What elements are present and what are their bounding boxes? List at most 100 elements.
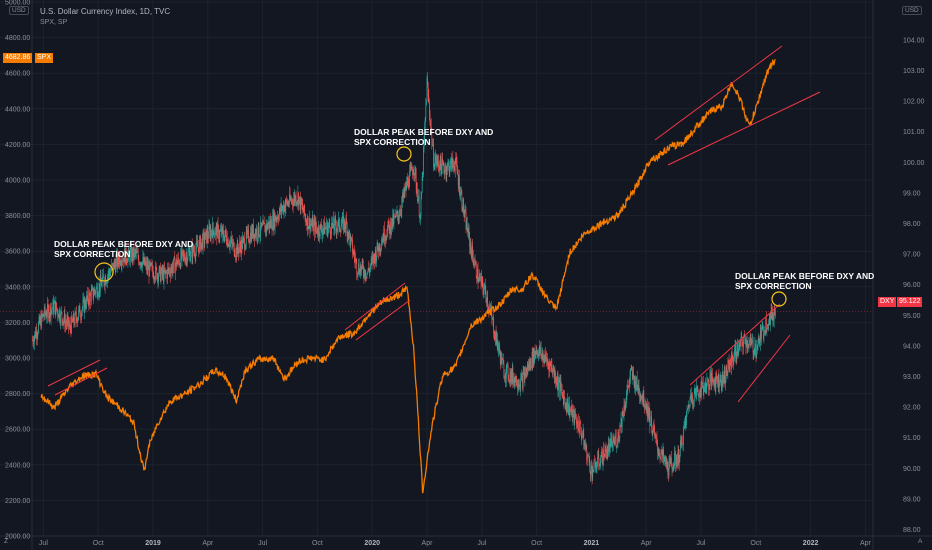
dxy-candle-body <box>650 424 651 426</box>
dxy-candle-body <box>42 314 43 317</box>
dxy-candle-body <box>320 224 322 231</box>
dxy-candle-body <box>265 225 267 231</box>
dxy-candle-body <box>430 125 432 129</box>
dxy-candle-body <box>220 229 222 231</box>
dxy-candle-body <box>588 454 590 463</box>
dxy-candle-body <box>662 448 663 456</box>
dxy-candle-body <box>294 195 296 202</box>
dxy-candle-body <box>144 257 146 266</box>
auto-scale-button[interactable]: A <box>918 538 923 545</box>
dxy-candle-body <box>150 263 152 266</box>
dxy-candle-body <box>123 258 125 263</box>
zoom-icon[interactable]: Z <box>4 538 8 545</box>
dxy-candle-body <box>128 247 130 253</box>
dxy-candle-body <box>683 424 685 429</box>
dxy-candle-body <box>321 230 323 236</box>
dxy-candle-body <box>481 276 483 281</box>
dxy-candle-body <box>57 310 59 316</box>
dxy-candle-body <box>734 346 736 350</box>
left-unit-button[interactable]: USD <box>9 6 29 15</box>
dxy-candle-body <box>346 218 347 224</box>
dxy-candle-body <box>437 157 439 162</box>
dxy-candle-body <box>591 469 593 479</box>
dxy-candle-body <box>95 288 97 294</box>
dxy-candle-body <box>557 376 559 390</box>
dxy-candle-body <box>717 373 719 386</box>
dxy-candle-body <box>344 219 346 227</box>
dxy-candle-body <box>260 221 261 235</box>
dxy-candle-body <box>566 398 568 411</box>
dxy-candle-body <box>353 251 355 257</box>
dxy-candle-body <box>115 259 117 273</box>
dxy-candle-body <box>199 236 201 241</box>
dxy-candle-body <box>498 347 499 351</box>
dxy-candle-body <box>236 247 237 257</box>
dxy-candle-body <box>158 275 159 282</box>
dxy-candle-body <box>574 411 576 423</box>
dxy-candle-body <box>383 228 385 242</box>
dxy-candle-body <box>552 370 553 375</box>
dxy-candle-body <box>215 226 217 229</box>
dxy-candle-body <box>75 312 77 319</box>
dxy-candle-body <box>735 357 737 360</box>
dxy-candle-body <box>77 319 78 324</box>
dxy-candle-body <box>565 404 567 411</box>
right-unit-button[interactable]: USD <box>902 6 922 15</box>
dxy-candle-body <box>753 352 755 354</box>
dxy-candle-body <box>179 264 180 266</box>
dxy-candle-body <box>69 323 71 326</box>
left-tick-label: 4600.00 <box>5 71 30 78</box>
dxy-candle-body <box>453 164 455 169</box>
dxy-candle-body <box>388 220 389 225</box>
dxy-candle-body <box>543 356 545 364</box>
dxy-candle-body <box>756 345 758 350</box>
dxy-candle-body <box>429 101 430 114</box>
dxy-candle-body <box>486 296 488 303</box>
dxy-candle-body <box>568 402 570 416</box>
dxy-candle-body <box>480 276 481 278</box>
dxy-candle-body <box>500 352 502 364</box>
dxy-candle-body <box>498 345 500 348</box>
dxy-candle-body <box>235 247 237 257</box>
dxy-candle-body <box>139 262 141 265</box>
dxy-candle-body <box>340 230 341 233</box>
dxy-candle-body <box>138 257 140 264</box>
dxy-candle-body <box>240 246 242 254</box>
dxy-candle-body <box>728 360 729 362</box>
dxy-candle-body <box>332 218 334 226</box>
dxy-candle-body <box>289 193 290 204</box>
dxy-candle-body <box>141 266 143 269</box>
dxy-candle-body <box>53 303 55 313</box>
dxy-candle-body <box>693 393 695 402</box>
dxy-candle-body <box>418 195 420 216</box>
dxy-candle-body <box>182 250 183 251</box>
dxy-candle-body <box>228 245 230 247</box>
dxy-candle-body <box>322 228 324 232</box>
dxy-candle-body <box>57 315 59 318</box>
dxy-candle-body <box>478 281 479 283</box>
dxy-candle-body <box>187 251 189 259</box>
dxy-candle-body <box>71 316 73 321</box>
dxy-candle-body <box>460 191 462 193</box>
dxy-candle-body <box>366 272 368 278</box>
spx-line <box>40 58 776 494</box>
dxy-candle-body <box>759 339 761 346</box>
dxy-candle-body <box>56 302 57 310</box>
dxy-candle-body <box>68 325 70 327</box>
dxy-candle-body <box>113 261 115 271</box>
dxy-candle-body <box>567 409 569 413</box>
dxy-candle-body <box>308 226 310 230</box>
dxy-candle-body <box>451 158 453 171</box>
dxy-candle-body <box>69 323 71 328</box>
dxy-candle-body <box>669 458 671 460</box>
left-tick-label: 3200.00 <box>5 320 30 327</box>
dxy-candle-body <box>32 339 34 343</box>
dxy-candle-body <box>445 166 446 171</box>
dxy-candle-body <box>755 353 757 357</box>
x-tick-label: 2022 <box>803 540 819 547</box>
dxy-candle-body <box>739 340 741 344</box>
dxy-candle-body <box>62 321 64 325</box>
dxy-candle-body <box>728 361 730 371</box>
